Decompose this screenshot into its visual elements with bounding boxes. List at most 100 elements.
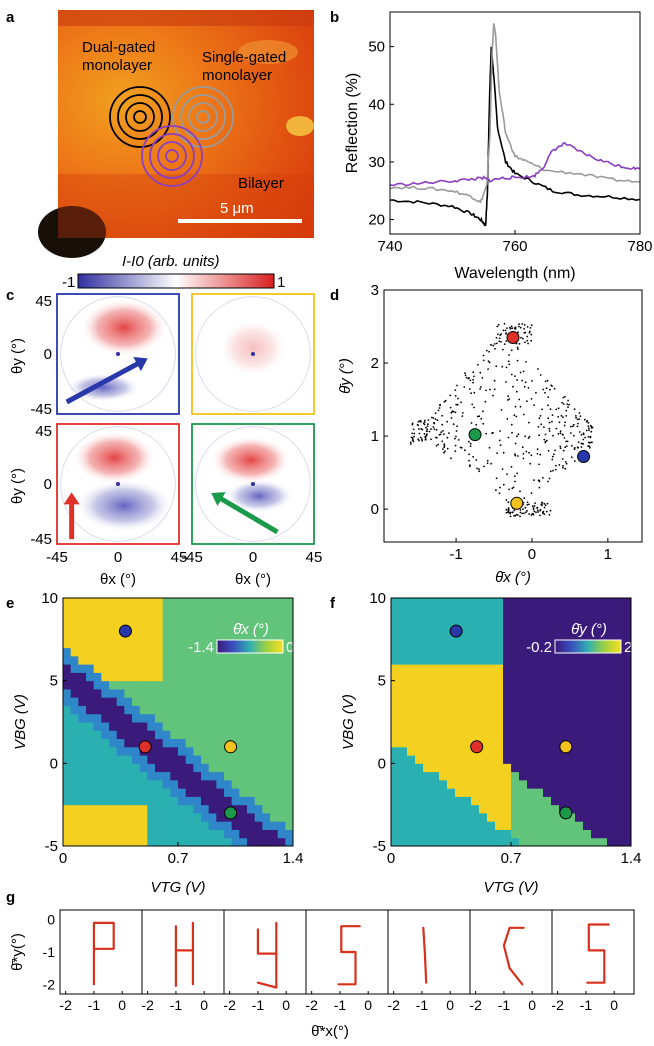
panel-f-cell (543, 713, 552, 723)
panel-f-cell (615, 837, 624, 846)
panel-f-cell (463, 639, 472, 649)
panel-e-cell (139, 622, 148, 632)
panel-e-cell (208, 771, 217, 781)
panel-f-cell (495, 697, 504, 706)
panel-g-xtick-2-0: -2 (223, 997, 236, 1013)
panel-f-cell (447, 722, 456, 731)
panel-e-cell (109, 829, 118, 839)
panel-f-cell (527, 837, 536, 846)
panel-f-cell (399, 664, 408, 673)
panel-e-cell (139, 598, 148, 607)
panel-e-cell (178, 738, 187, 748)
panel-e-cell (254, 771, 263, 781)
panel-f-cell (559, 722, 568, 731)
scatter-point (437, 443, 439, 446)
panel-f-xtick-label-2: 1.4 (621, 850, 642, 867)
panel-e-cell (109, 664, 118, 673)
panel-f-cell (399, 829, 408, 839)
panel-d-xlabel: θ̄x (°) (495, 569, 531, 586)
panel-e-cell (155, 755, 164, 764)
panel-e-cell (78, 730, 87, 740)
scatter-point (511, 431, 513, 434)
panel-e-xtick-label-0: 0 (59, 850, 67, 867)
panel-e-cell (201, 829, 210, 839)
panel-e-cell (93, 688, 102, 698)
panel-e-cell (109, 705, 118, 715)
panel-e-cell (132, 631, 141, 640)
panel-e-cell (162, 829, 171, 839)
panel-e-cell (216, 829, 225, 839)
panel-f-cell (495, 647, 504, 657)
bilayer-rings (141, 125, 203, 187)
scatter-point (432, 426, 435, 428)
panel-e-cell (162, 672, 171, 682)
panel-f-cell (439, 804, 448, 814)
panel-f-cell (551, 804, 560, 814)
panel-e-cell (239, 631, 248, 640)
scatter-point (546, 379, 549, 382)
label-dual-gated-monolayer: monolayer (82, 57, 152, 74)
panel-f-cell (527, 722, 536, 731)
panel-e-cell (109, 697, 118, 706)
panel-f-cell (455, 705, 464, 715)
panel-e-cell (124, 788, 133, 797)
panel-e-cell (86, 614, 95, 624)
panel-f-cell (463, 763, 472, 773)
panel-e-cell (193, 647, 202, 657)
panel-e-cell (78, 697, 87, 706)
panel-f-cell (575, 788, 584, 797)
panel-f-cell (455, 812, 464, 822)
panel-e-cell (224, 788, 233, 797)
panel-c-ylabel-1: θy (°) (9, 468, 26, 504)
panel-e-cell (224, 730, 233, 740)
panel-e-cell (93, 738, 102, 748)
panel-f-cell (479, 622, 488, 632)
panel-f-cell (399, 622, 408, 632)
scatter-point (532, 508, 535, 511)
panel-e-cell (270, 713, 279, 723)
panel-e-cell (70, 606, 79, 616)
panel-e-cell (193, 763, 202, 773)
scatter-point (564, 467, 567, 470)
panel-f-cell (399, 697, 408, 706)
panel-f-cell (487, 688, 496, 698)
panel-f-cell (543, 647, 552, 657)
panel-e-cell (63, 746, 72, 756)
panel-f-cell (615, 622, 624, 632)
panel-e-cell (262, 672, 271, 682)
panel-e-cell (86, 639, 95, 649)
panel-f-cell (527, 647, 536, 657)
scatter-point (537, 368, 539, 370)
scatter-point (411, 432, 414, 435)
panel-g-xtick-4-2: 0 (446, 997, 454, 1013)
scatter-point (554, 468, 557, 471)
scatter-point (548, 477, 551, 480)
scatter-point (509, 511, 512, 514)
panel-f-cell (479, 705, 488, 715)
panel-f-cell (615, 713, 624, 723)
panel-e-cell (216, 821, 225, 830)
panel-f-cell (463, 697, 472, 706)
panel-f-cell (535, 821, 544, 830)
panel-e-cell (254, 788, 263, 797)
panel-g-xtick-0-0: -2 (59, 997, 72, 1013)
panel-e-cell (155, 639, 164, 649)
scatter-point (514, 442, 517, 445)
panel-f-cell (495, 812, 504, 822)
panel-e-cell (63, 598, 72, 607)
panel-e-cell (254, 829, 263, 839)
scatter-point (538, 479, 541, 482)
panel-f-cell (415, 812, 424, 822)
panel-e-cell (277, 622, 286, 632)
scatter-point (526, 335, 529, 338)
panel-f-cell (535, 680, 544, 690)
panel-f-cell (487, 598, 496, 607)
panel-f-cell (447, 713, 456, 723)
panel-g-frame-6 (551, 909, 635, 995)
panel-f-cell (559, 680, 568, 690)
panel-f-cell (407, 606, 416, 616)
panel-e-cell (193, 755, 202, 764)
panel-e-cell (254, 664, 263, 673)
panel-e-cell (170, 763, 179, 773)
panel-e-cell (178, 672, 187, 682)
